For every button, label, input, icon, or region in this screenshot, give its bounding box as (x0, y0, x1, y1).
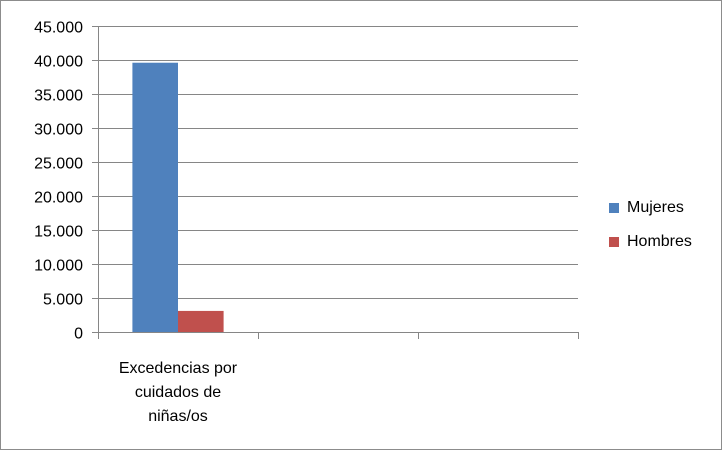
y-tick-label: 10.000 (34, 258, 83, 275)
x-tick-label: niñas/os (148, 408, 208, 425)
bar-hombres (178, 310, 224, 332)
x-tick-label: cuidados de (135, 384, 221, 401)
y-tick-label: 5.000 (43, 292, 83, 309)
legend-item: Hombres (609, 231, 692, 253)
y-tick-label: 15.000 (34, 224, 83, 241)
y-tick-label: 25.000 (34, 156, 83, 173)
y-tick-label: 45.000 (34, 20, 83, 37)
legend-swatch (609, 237, 619, 247)
y-tick-label: 30.000 (34, 122, 83, 139)
y-tick-label: 0 (74, 326, 83, 343)
y-tick-label: 35.000 (34, 88, 83, 105)
chart-legend: Mujeres Hombres (609, 197, 692, 265)
legend-label: Mujeres (627, 199, 684, 216)
y-tick-label: 40.000 (34, 54, 83, 71)
bar-mujeres (132, 62, 178, 332)
legend-item: Mujeres (609, 197, 692, 219)
legend-label: Hombres (627, 233, 692, 250)
y-tick-label: 20.000 (34, 190, 83, 207)
legend-swatch (609, 203, 619, 213)
x-tick-label: Excedencias por (119, 360, 238, 377)
